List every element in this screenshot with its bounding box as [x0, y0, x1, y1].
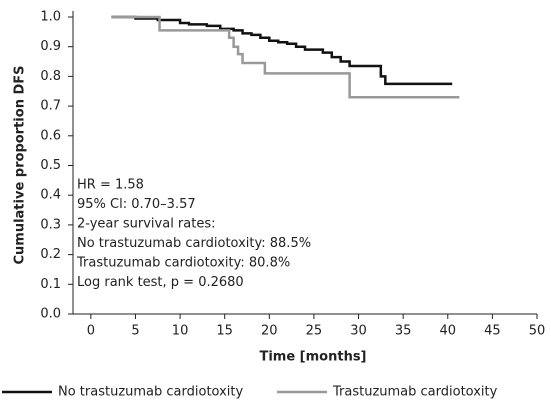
legend-label: Trastuzumab cardiotoxity: [332, 385, 498, 400]
x-tick-label: 25: [306, 324, 323, 339]
y-tick-label: 0.9: [40, 39, 61, 54]
x-tick-label: 30: [350, 324, 367, 339]
x-tick-label: 15: [216, 324, 233, 339]
y-tick-label: 0.6: [40, 128, 61, 143]
x-tick-label: 10: [172, 324, 189, 339]
annotation: No trastuzumab cardiotoxity: 88.5%: [77, 236, 311, 251]
y-axis-label: Cumulative proportion DFS: [13, 65, 28, 264]
y-tick-label: 0.1: [40, 277, 61, 292]
legend-label: No trastuzumab cardiotoxity: [58, 385, 244, 400]
y-tick-label: 0.5: [40, 158, 61, 173]
x-tick-label: 0: [87, 324, 95, 339]
survival-curve: [111, 15, 453, 86]
y-tick-label: 0.4: [40, 188, 61, 203]
survival-curve: [111, 15, 460, 99]
x-tick-label: 50: [529, 324, 546, 339]
x-tick-label: 45: [484, 324, 501, 339]
x-tick-label: 5: [131, 324, 139, 339]
y-tick-label: 0.3: [40, 217, 61, 232]
x-tick-label: 35: [395, 324, 412, 339]
y-tick-label: 0.8: [40, 69, 61, 84]
annotation: Trastuzumab cardiotoxity: 80.8%: [76, 256, 290, 271]
x-tick-label: 20: [261, 324, 278, 339]
y-tick-label: 1.0: [40, 10, 61, 25]
annotation: Log rank test, p = 0.2680: [77, 275, 244, 290]
x-axis-label: Time [months]: [259, 350, 366, 365]
y-tick-label: 0.2: [40, 247, 61, 262]
x-tick-label: 40: [439, 324, 456, 339]
annotation: HR = 1.58: [77, 178, 144, 193]
annotation: 2-year survival rates:: [77, 217, 216, 232]
y-tick-label: 0.0: [40, 307, 61, 322]
annotation: 95% Cl: 0.70–3.57: [77, 197, 196, 212]
y-tick-label: 0.7: [40, 99, 61, 114]
